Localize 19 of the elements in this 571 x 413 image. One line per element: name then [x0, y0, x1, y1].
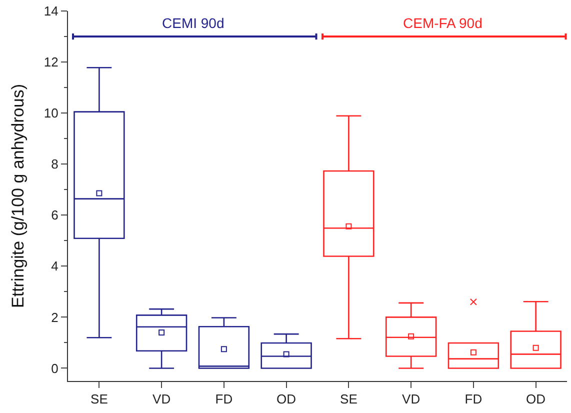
- x-tick-label: FD: [215, 392, 233, 407]
- x-tick-label: SE: [90, 392, 108, 407]
- x-tick-label: OD: [276, 392, 296, 407]
- y-tick-label: 4: [51, 258, 58, 274]
- y-tick-label: 2: [51, 310, 58, 325]
- y-tick-label: 8: [51, 156, 58, 172]
- y-tick-label: 10: [44, 106, 58, 121]
- y-axis-title: Ettringite (g/100 g anhydrous): [8, 84, 28, 308]
- x-tick-label: SE: [340, 392, 358, 407]
- y-tick-label: 6: [51, 208, 58, 223]
- x-tick-label: VD: [152, 392, 171, 407]
- ref-line-label: CEMI 90d: [162, 15, 224, 31]
- x-tick-label: FD: [464, 392, 482, 407]
- ref-line-label: CEM-FA 90d: [403, 15, 482, 31]
- x-tick-label: OD: [526, 392, 546, 407]
- y-tick-label: 12: [44, 54, 58, 70]
- y-tick-label: 0: [51, 360, 58, 376]
- x-tick-label: VD: [402, 392, 420, 407]
- y-tick-label: 14: [44, 4, 58, 19]
